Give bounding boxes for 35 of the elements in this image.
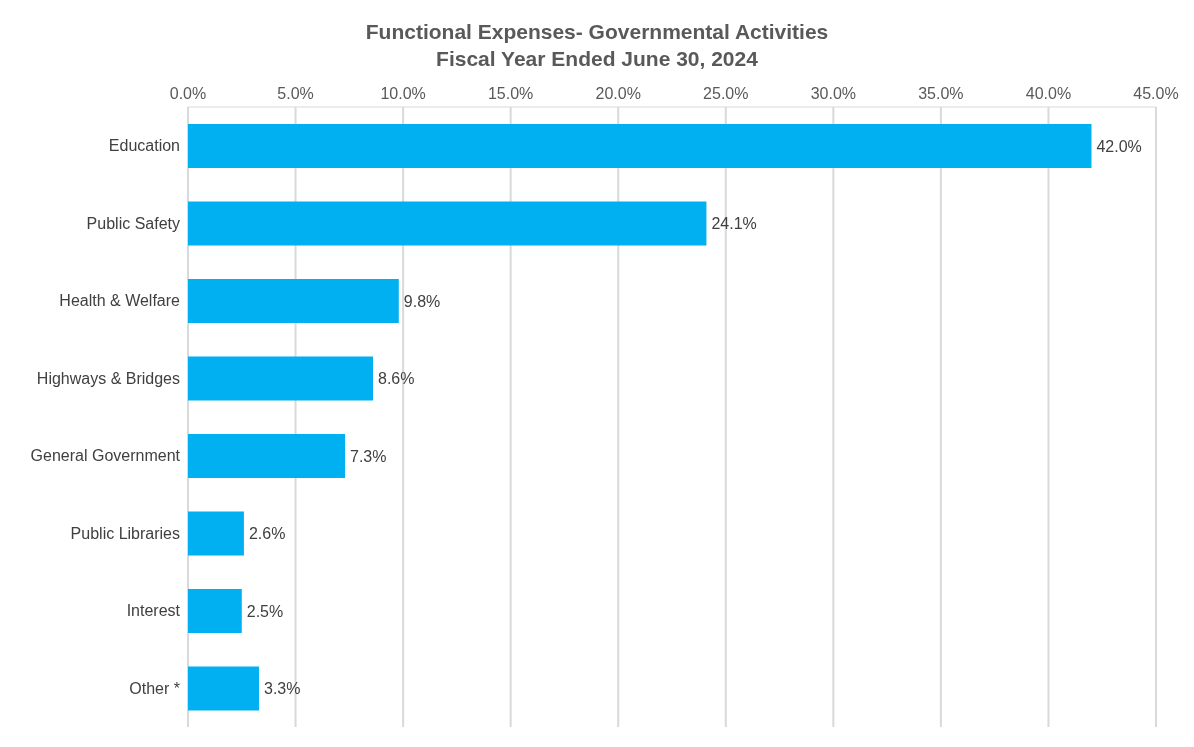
x-tick-label: 20.0% — [595, 85, 641, 102]
data-label: 24.1% — [711, 215, 757, 233]
y-tick-label: Education — [108, 137, 180, 155]
x-tick-label: 30.0% — [810, 85, 857, 102]
y-tick-label: General Government — [30, 447, 181, 465]
x-tick-label: 35.0% — [918, 85, 964, 102]
y-tick-label: Highways & Bridges — [36, 369, 180, 387]
bar — [188, 511, 244, 556]
x-tick-label: 5.0% — [277, 85, 314, 102]
chart-title: Functional Expenses- Governmental Activities Fiscal Year Ended June 30, 2024 — [364, 19, 830, 72]
bar — [188, 666, 259, 711]
data-label: 42.0% — [1096, 137, 1142, 155]
x-tick-label: 25.0% — [703, 85, 749, 102]
data-label: 8.6% — [378, 370, 415, 388]
bar — [188, 279, 399, 323]
x-tick-label: 40.0% — [1025, 85, 1072, 102]
y-tick-label: Public Safety — [86, 214, 180, 232]
x-tick-label: 45.0% — [1133, 85, 1179, 102]
data-label: 3.3% — [263, 680, 301, 698]
data-label: 7.3% — [350, 447, 387, 465]
y-tick-label: Health & Welfare — [59, 292, 181, 310]
x-tick-label: 0.0% — [169, 85, 207, 102]
data-label: 2.5% — [246, 602, 284, 620]
data-label: 9.8% — [403, 292, 441, 310]
y-tick-label: Interest — [126, 602, 181, 620]
bar — [188, 124, 1092, 168]
x-tick-label: 10.0% — [380, 85, 426, 102]
x-tick-label: 15.0% — [487, 85, 534, 102]
bar — [188, 589, 242, 633]
bar — [188, 434, 346, 478]
bar — [188, 201, 707, 246]
data-label: 2.6% — [248, 525, 286, 543]
bar — [188, 356, 373, 401]
y-tick-label: Other * — [129, 679, 180, 697]
y-tick-label: Public Libraries — [70, 524, 180, 542]
